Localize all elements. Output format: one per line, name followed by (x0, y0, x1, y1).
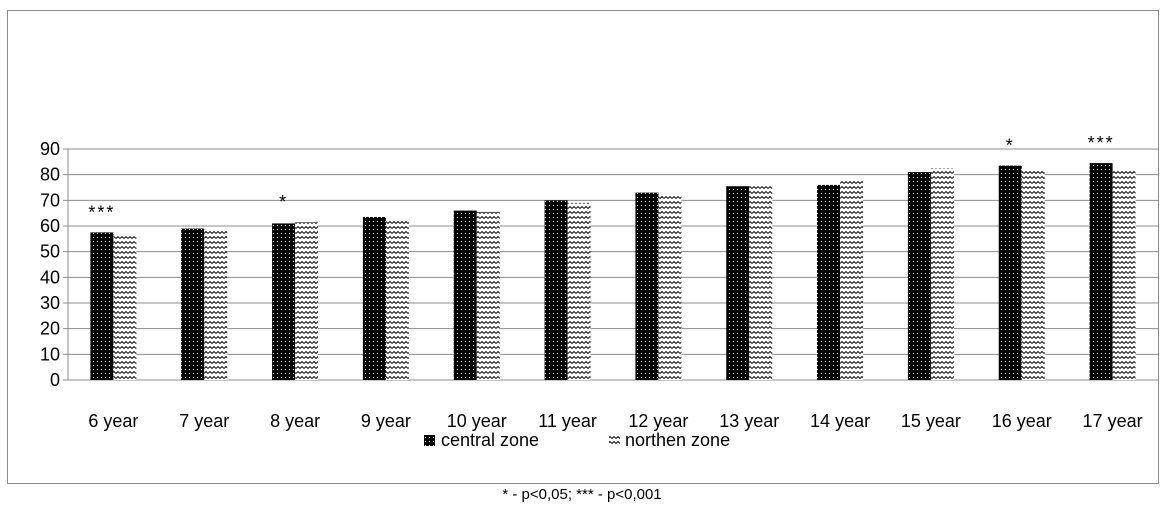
bar-northen-11-year (567, 202, 591, 380)
bar-central-10-year (453, 210, 477, 380)
bar-central-15-year (907, 172, 931, 380)
bar-northen-14-year (840, 181, 864, 380)
y-tick-label: 80 (40, 165, 60, 185)
gridlines (68, 148, 1158, 355)
significance-label: * (1006, 136, 1015, 156)
y-tick-label: 60 (40, 216, 60, 236)
x-tick-label: 10 year (447, 411, 507, 431)
y-tick-label: 90 (40, 139, 60, 159)
x-tick-label: 16 year (992, 411, 1052, 431)
bar-northen-16-year (1021, 169, 1045, 380)
x-tick-label: 15 year (901, 411, 961, 431)
footnote: * - p<0,05; *** - p<0,001 (502, 486, 662, 503)
legend-swatch-central (424, 435, 435, 446)
labels: 0 10 20 30 40 50 60 70 80 90 6 year 7 year 8 year 9 y… (40, 133, 1143, 431)
bar-northen-6-year (113, 236, 137, 380)
legend-label-central: central zone (441, 430, 539, 450)
x-tick-label: 7 year (179, 411, 229, 431)
bar-central-17-year (1089, 163, 1113, 380)
bar-chart: 0 10 20 30 40 50 60 70 80 90 6 year 7 year 8 year 9 y… (40, 133, 1158, 450)
x-tick-label: 8 year (270, 411, 320, 431)
x-tick-label: 14 year (810, 411, 870, 431)
x-tick-label: 12 year (628, 411, 688, 431)
bar-central-9-year (362, 217, 386, 380)
y-tick-label: 70 (40, 190, 60, 210)
bars (90, 163, 1136, 380)
y-tick-label: 30 (40, 293, 60, 313)
bar-northen-17-year (1112, 170, 1136, 380)
x-tick-label: 17 year (1083, 411, 1143, 431)
legend-label-northen: northen zone (625, 430, 730, 450)
bar-central-12-year (635, 192, 659, 380)
bar-northen-15-year (930, 168, 954, 380)
x-tick-label: 9 year (361, 411, 411, 431)
y-tick-label: 40 (40, 267, 60, 287)
bar-northen-12-year (658, 195, 682, 380)
x-tick-label: 13 year (719, 411, 779, 431)
axes (63, 148, 1158, 381)
bar-central-16-year (998, 165, 1022, 380)
y-tick-label: 20 (40, 319, 60, 339)
bar-central-6-year (90, 232, 114, 380)
chart-frame (7, 10, 1159, 484)
bar-central-11-year (544, 200, 568, 380)
legend-swatch-northen (609, 435, 620, 446)
bar-northen-7-year (204, 229, 228, 380)
y-tick-label: 10 (40, 344, 60, 364)
bar-northen-13-year (749, 186, 773, 380)
legend: central zone northen zone (424, 430, 730, 450)
significance-label: *** (1088, 133, 1115, 153)
x-tick-label: 6 year (88, 411, 138, 431)
bar-northen-10-year (476, 211, 500, 380)
significance-label: * (279, 192, 288, 212)
bar-central-13-year (726, 186, 750, 380)
y-tick-label: 50 (40, 242, 60, 262)
bar-central-14-year (817, 184, 841, 380)
bar-central-7-year (181, 228, 205, 380)
bar-central-8-year (272, 223, 296, 380)
significance-label: *** (88, 202, 115, 222)
x-tick-label: 11 year (538, 411, 597, 431)
bar-northen-8-year (295, 222, 319, 380)
bar-northen-9-year (385, 219, 409, 380)
y-tick-label: 0 (50, 370, 60, 390)
